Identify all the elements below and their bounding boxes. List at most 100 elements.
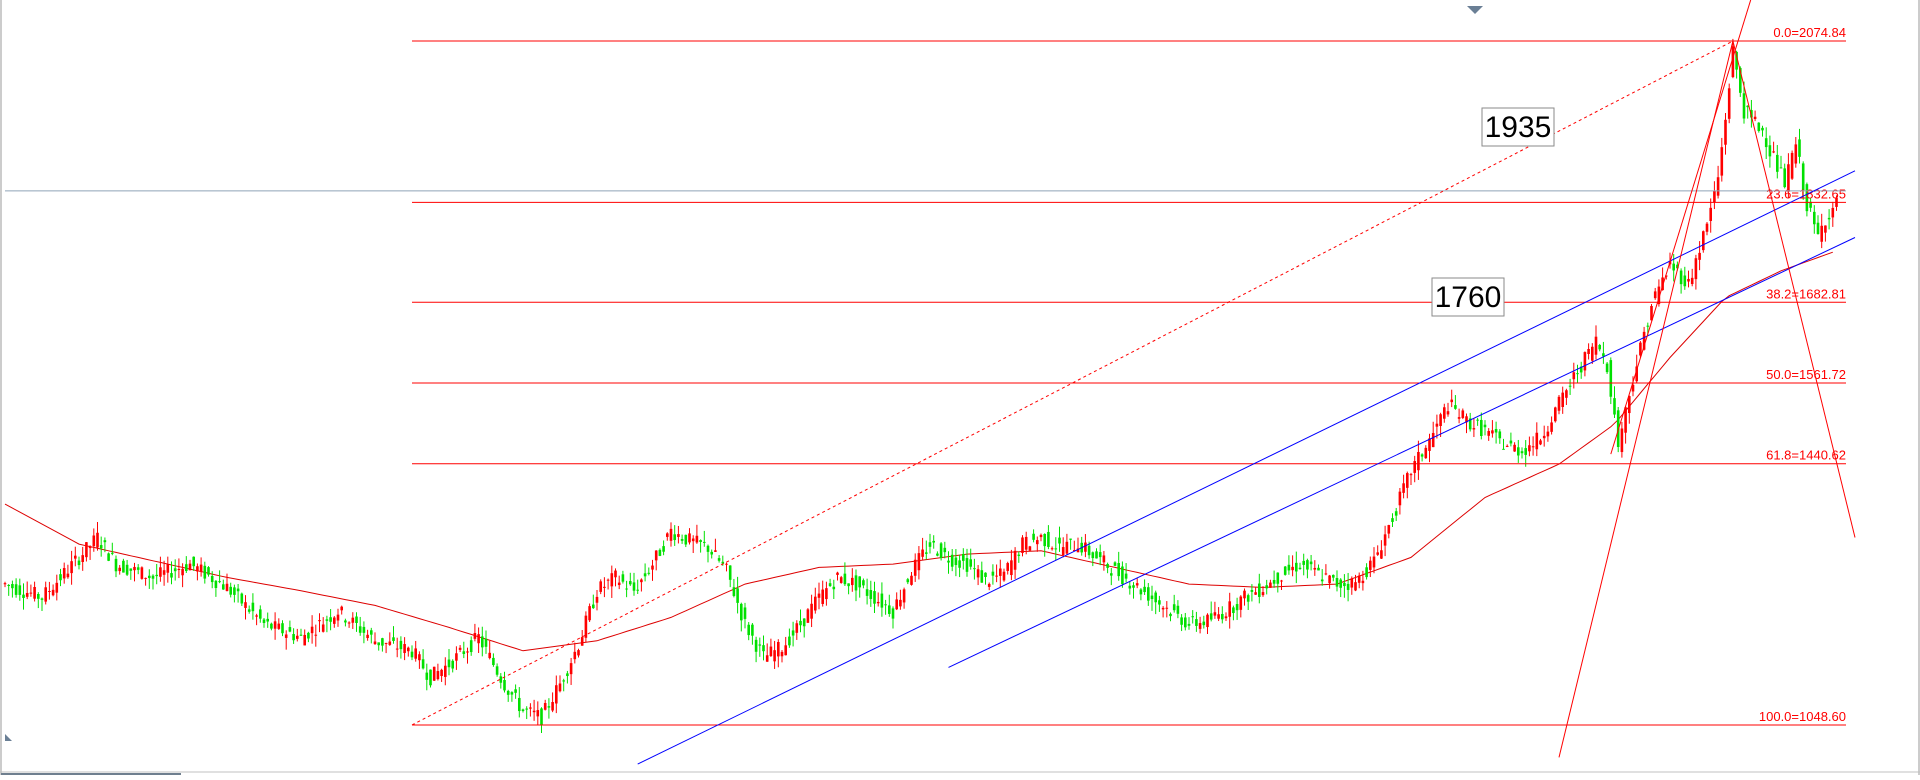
candle — [1672, 254, 1675, 282]
candle — [1561, 386, 1564, 414]
candle-body — [1372, 556, 1376, 568]
candle — [1572, 362, 1576, 389]
candle-body — [421, 659, 425, 669]
candle — [640, 578, 643, 592]
candle-body — [1017, 554, 1021, 556]
candle — [318, 613, 321, 633]
candle-body — [1476, 419, 1479, 421]
candle-body — [1213, 612, 1217, 616]
candle — [1491, 420, 1494, 438]
candle — [473, 623, 477, 642]
candle-body — [377, 642, 380, 646]
candle-body — [1172, 604, 1176, 611]
candle — [828, 578, 832, 588]
fib-level-label: 38.2=1682.81 — [1766, 286, 1846, 301]
candle — [1402, 474, 1405, 499]
fib-level-label: 23.6=1832.65 — [1766, 186, 1846, 201]
candle — [1809, 197, 1812, 212]
candle-body — [1635, 366, 1638, 382]
candle — [902, 587, 906, 609]
candle-body — [1809, 201, 1812, 208]
candle — [636, 579, 639, 595]
candle-body — [884, 604, 887, 606]
candle — [185, 556, 188, 573]
candle-body — [247, 609, 251, 612]
candle-body — [1509, 440, 1513, 444]
candle — [1276, 572, 1280, 593]
candle — [1831, 201, 1835, 227]
candle-body — [296, 635, 299, 639]
candle-body — [488, 652, 491, 659]
candle — [1102, 550, 1106, 571]
candle — [677, 525, 680, 544]
candle — [1291, 555, 1294, 577]
candle-body — [1143, 586, 1146, 593]
channel-line-upper — [637, 170, 1856, 765]
candle — [418, 651, 421, 669]
candle-body — [913, 559, 917, 576]
candle-body — [451, 660, 454, 669]
candle-body — [1794, 144, 1798, 164]
candle-body — [777, 642, 780, 657]
candle-body — [1013, 550, 1017, 570]
candle-body — [1328, 575, 1331, 584]
candle — [77, 556, 81, 570]
candle-body — [939, 543, 943, 559]
candle — [377, 642, 380, 651]
candle — [455, 646, 458, 670]
candle-body — [1106, 563, 1109, 568]
candle — [196, 563, 199, 581]
candle — [388, 632, 392, 646]
candle-body — [1731, 46, 1735, 78]
candle-body — [399, 640, 403, 650]
candle-body — [1032, 533, 1035, 540]
candle — [40, 597, 44, 611]
candle-body — [658, 549, 662, 556]
candle-body — [1065, 541, 1069, 554]
candle — [1687, 270, 1690, 288]
candle-body — [1528, 445, 1531, 452]
candle — [44, 581, 47, 605]
candle — [358, 616, 362, 636]
candle — [1446, 402, 1450, 417]
candle — [599, 579, 602, 595]
candle — [558, 675, 562, 693]
candle — [873, 581, 876, 614]
candle — [1361, 570, 1365, 591]
candle — [540, 707, 543, 733]
candle-body — [732, 587, 736, 596]
candle-body — [66, 573, 70, 578]
candle — [632, 572, 636, 596]
candle — [543, 699, 547, 711]
candle-body — [1369, 560, 1372, 570]
candle-body — [29, 592, 33, 594]
candle-body — [1565, 390, 1568, 398]
candle-body — [1121, 566, 1124, 585]
candle-body — [188, 563, 192, 571]
candle — [1709, 198, 1712, 233]
fib-level-label: 61.8=1440.62 — [1766, 448, 1846, 463]
candle-body — [699, 540, 702, 542]
candle — [791, 621, 795, 647]
candle-body — [1261, 592, 1265, 596]
candle — [181, 563, 184, 588]
candle-body — [1609, 360, 1613, 397]
candle-body — [654, 550, 658, 561]
candle-body — [1402, 483, 1405, 493]
candle-body — [1661, 277, 1664, 291]
candle — [1679, 268, 1683, 294]
candle-body — [1568, 385, 1572, 387]
candle-body — [1324, 573, 1328, 575]
candle — [1813, 205, 1816, 234]
candle — [1298, 562, 1302, 570]
candle — [122, 558, 125, 573]
candle-body — [277, 623, 281, 629]
candle — [29, 584, 33, 597]
candle-body — [25, 592, 29, 597]
candle-body — [373, 641, 377, 645]
candle — [1121, 561, 1124, 588]
candle — [1191, 610, 1194, 624]
